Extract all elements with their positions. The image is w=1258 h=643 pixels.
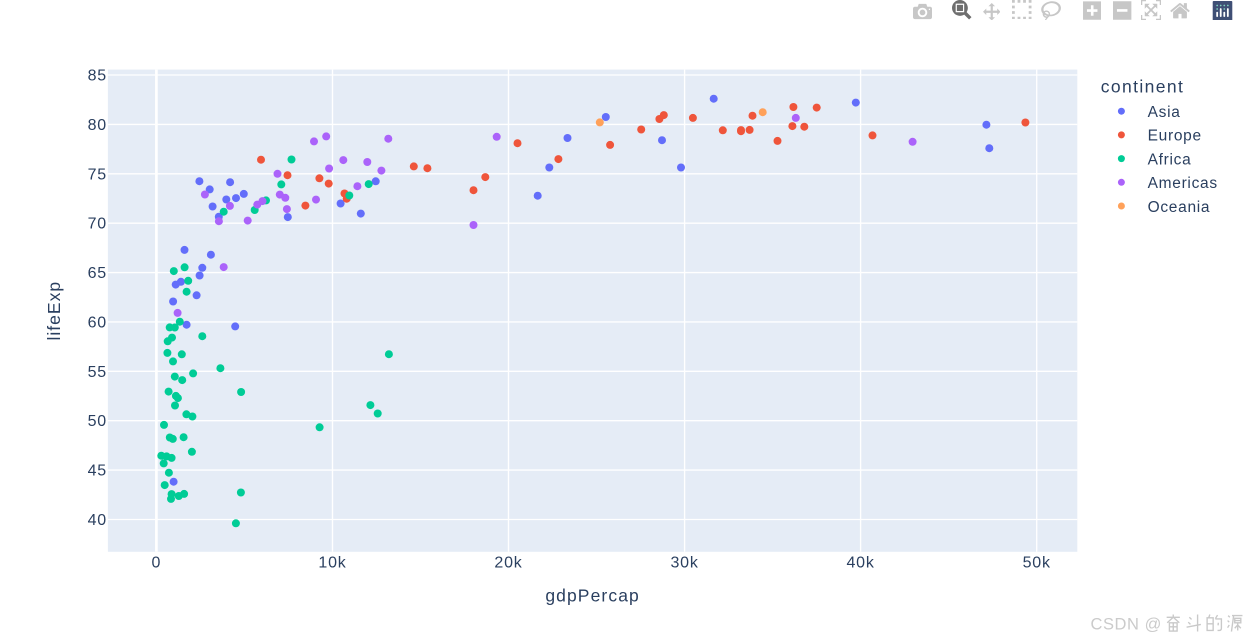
svg-text:0: 0 xyxy=(152,555,162,572)
svg-text:70: 70 xyxy=(88,216,107,233)
svg-text:75: 75 xyxy=(88,166,107,183)
svg-text:40: 40 xyxy=(88,512,107,529)
svg-text:continent: continent xyxy=(1101,76,1185,96)
svg-text:CSDN @: CSDN @ xyxy=(1091,616,1162,634)
svg-text:Americas: Americas xyxy=(1148,175,1218,192)
svg-text:20k: 20k xyxy=(494,555,522,572)
svg-text:80: 80 xyxy=(88,117,107,134)
svg-text:30k: 30k xyxy=(670,555,698,572)
svg-text:Africa: Africa xyxy=(1148,151,1192,168)
svg-text:lifeExp: lifeExp xyxy=(44,281,64,341)
svg-text:gdpPercap: gdpPercap xyxy=(545,586,640,606)
svg-text:50k: 50k xyxy=(1023,555,1051,572)
svg-text:Asia: Asia xyxy=(1148,104,1181,121)
svg-text:50: 50 xyxy=(88,413,107,430)
svg-text:Oceania: Oceania xyxy=(1148,199,1211,216)
svg-text:10k: 10k xyxy=(318,555,346,572)
svg-text:85: 85 xyxy=(88,68,107,85)
svg-text:60: 60 xyxy=(88,314,107,331)
svg-text:65: 65 xyxy=(88,265,107,282)
svg-text:40k: 40k xyxy=(846,555,874,572)
svg-text:Europe: Europe xyxy=(1148,128,1202,145)
svg-text:55: 55 xyxy=(88,364,107,381)
svg-text:45: 45 xyxy=(88,463,107,480)
